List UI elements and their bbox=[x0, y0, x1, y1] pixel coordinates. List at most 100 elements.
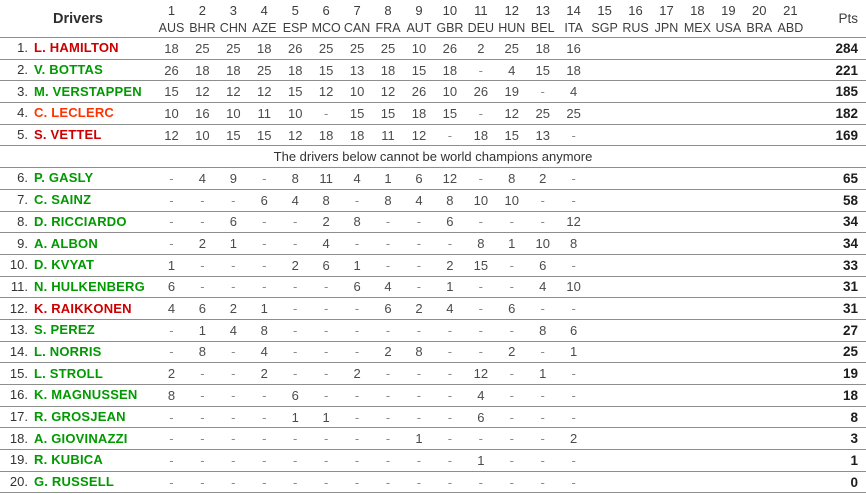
points-cell bbox=[651, 102, 682, 125]
points-cell: 12 bbox=[558, 210, 590, 233]
points-cell bbox=[681, 449, 713, 472]
race-number: 17 bbox=[659, 2, 674, 18]
points-cell bbox=[589, 123, 621, 146]
points-cell: - bbox=[279, 210, 311, 233]
points-cell bbox=[712, 449, 744, 472]
race-number: 2 bbox=[198, 2, 207, 18]
points-cell bbox=[681, 123, 713, 146]
points-cell: 2 bbox=[341, 362, 373, 385]
race-column-header: 20 BRA bbox=[744, 0, 775, 38]
points-cell: 6 bbox=[186, 297, 218, 320]
points-cell: 12 bbox=[279, 123, 311, 146]
points-cell bbox=[589, 232, 621, 255]
points-cell bbox=[620, 470, 651, 493]
race-number: 8 bbox=[384, 2, 392, 18]
driver-name: R. KUBICA bbox=[34, 452, 103, 468]
points-cell: 10 bbox=[279, 102, 311, 125]
race-column-header: 19 USA bbox=[713, 0, 744, 38]
driver-name: D. KVYAT bbox=[34, 257, 95, 273]
points-cell: - bbox=[341, 318, 373, 342]
points-cell: 8 bbox=[310, 188, 342, 211]
points-cell bbox=[743, 232, 775, 255]
points-cell: 8 bbox=[465, 232, 497, 255]
points-cell bbox=[774, 275, 806, 298]
points-cell: 15 bbox=[217, 123, 249, 146]
points-cell: 18 bbox=[310, 123, 342, 146]
points-cell: - bbox=[248, 405, 280, 428]
points-cell: 16 bbox=[558, 37, 590, 60]
total-points: 8 bbox=[806, 405, 866, 428]
points-cell: 12 bbox=[217, 80, 249, 103]
race-country-code: HUN bbox=[498, 20, 526, 35]
points-cell bbox=[651, 58, 682, 81]
points-cell bbox=[774, 318, 806, 342]
points-cell: - bbox=[527, 405, 559, 428]
points-cell: 2 bbox=[248, 362, 280, 385]
points-cell bbox=[651, 449, 682, 472]
points-cell: - bbox=[558, 188, 590, 211]
driver-cell: 20. G. RUSSELL bbox=[0, 470, 156, 493]
driver-name: R. GROSJEAN bbox=[34, 409, 126, 425]
race-number: 21 bbox=[783, 2, 798, 18]
race-country-code: BHR bbox=[189, 20, 216, 35]
total-points: 19 bbox=[806, 362, 866, 385]
race-number: 4 bbox=[260, 2, 268, 18]
points-cell: - bbox=[217, 384, 249, 407]
points-cell bbox=[743, 37, 775, 60]
points-cell bbox=[620, 384, 651, 407]
driver-row: 6. P. GASLY -4 9-8 11 4 1 6 12-8 2-65 bbox=[0, 167, 866, 190]
race-column-header: 8 FRA bbox=[373, 0, 404, 38]
points-cell bbox=[589, 188, 621, 211]
driver-name: A. GIOVINAZZI bbox=[34, 430, 128, 446]
points-cell bbox=[743, 405, 775, 428]
total-points: 58 bbox=[806, 188, 866, 211]
points-cell: 1 bbox=[403, 427, 435, 450]
race-column-header: 7 CAN bbox=[342, 0, 373, 38]
total-points: 185 bbox=[806, 80, 866, 103]
points-cell bbox=[743, 340, 775, 363]
points-cell: - bbox=[248, 167, 280, 190]
points-cell: - bbox=[279, 275, 311, 298]
points-cell: 6 bbox=[496, 297, 528, 320]
points-cell bbox=[589, 362, 621, 385]
points-cell bbox=[681, 318, 713, 342]
points-cell: 2 bbox=[217, 297, 249, 320]
points-cell: - bbox=[372, 210, 404, 233]
points-cell: - bbox=[434, 340, 466, 363]
points-cell bbox=[681, 167, 713, 190]
points-cell: - bbox=[558, 297, 590, 320]
points-cell: - bbox=[217, 275, 249, 298]
points-cell: 16 bbox=[186, 102, 218, 125]
race-country-code: MCO bbox=[311, 20, 341, 35]
points-cell: - bbox=[527, 210, 559, 233]
race-country-code: ESP bbox=[282, 20, 308, 35]
points-cell: 4 bbox=[310, 232, 342, 255]
points-cell: - bbox=[217, 470, 249, 493]
total-points: 0 bbox=[806, 470, 866, 493]
points-cell: - bbox=[248, 427, 280, 450]
total-points: 25 bbox=[806, 340, 866, 363]
points-cell: 11 bbox=[372, 123, 404, 146]
points-cell: 6 bbox=[279, 384, 311, 407]
total-points: 34 bbox=[806, 232, 866, 255]
points-cell: - bbox=[186, 384, 218, 407]
points-cell: 8 bbox=[372, 188, 404, 211]
points-cell bbox=[743, 188, 775, 211]
race-number: 7 bbox=[353, 2, 361, 18]
points-cell: - bbox=[403, 405, 435, 428]
points-cell: 12 bbox=[310, 80, 342, 103]
driver-cell: 11. N. HULKENBERG bbox=[0, 275, 156, 298]
points-cell bbox=[651, 275, 682, 298]
points-cell bbox=[589, 318, 621, 342]
points-cell: - bbox=[496, 405, 528, 428]
race-country-code: AUT bbox=[406, 20, 432, 35]
rank-label: 18. bbox=[9, 430, 28, 446]
driver-row: 8. D. RICCIARDO - -6- -2 8- -6- - -12 34 bbox=[0, 210, 866, 233]
points-cell bbox=[712, 470, 744, 493]
points-cell bbox=[589, 275, 621, 298]
points-cell bbox=[743, 470, 775, 493]
points-cell: - bbox=[434, 362, 466, 385]
points-cell: 1 bbox=[248, 297, 280, 320]
